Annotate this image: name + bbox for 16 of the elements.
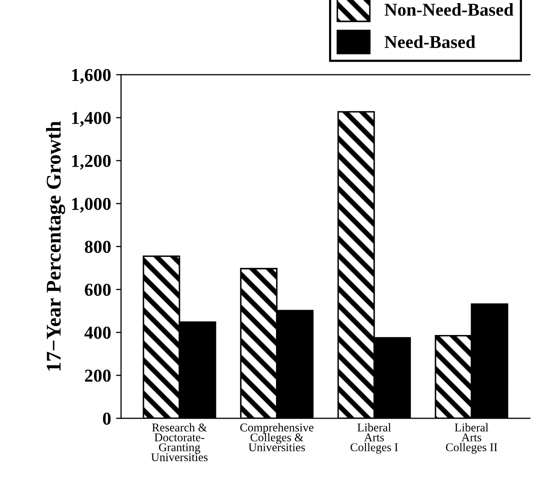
y-tick-label: 0 <box>102 412 111 425</box>
y-tick-label: 200 <box>85 370 111 382</box>
y-tick-label: 400 <box>84 326 111 339</box>
y-tick-label: 1,200 <box>72 154 111 170</box>
x-tick-label: Comprehensive Colleges & Universities <box>240 423 314 452</box>
y-tick-label: 1,600 <box>72 68 111 84</box>
y-tick-label: 800 <box>84 240 111 253</box>
x-tick-label: Liberal Arts Colleges II <box>446 423 498 454</box>
legend-label: Need-Based <box>384 35 476 48</box>
y-axis-title: 17−Year Percentage Growth <box>46 121 66 371</box>
x-tick-label: Liberal Arts Colleges I <box>350 423 398 454</box>
x-tick-label: Research & Doctorate- Granting Universities <box>151 423 208 462</box>
y-tick-label: 1,000 <box>72 198 111 213</box>
legend-label: Non-Need-Based <box>384 3 514 16</box>
y-tick-label: 1,400 <box>72 112 111 127</box>
y-tick-label: 600 <box>84 284 111 296</box>
